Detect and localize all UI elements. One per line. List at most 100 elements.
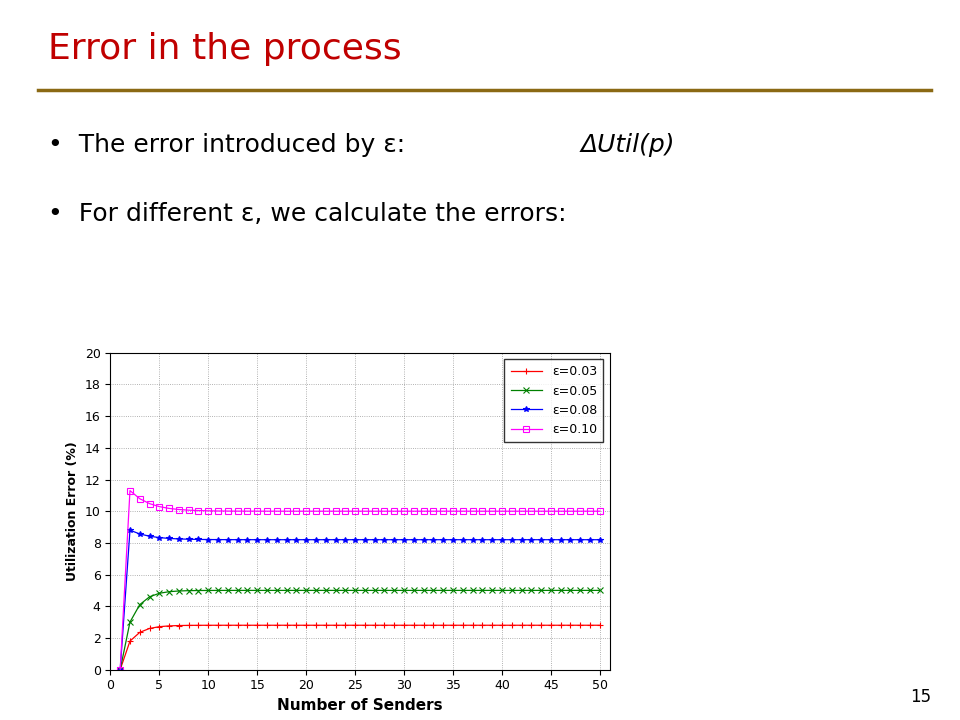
ε=0.08 bbox=[525, 536, 537, 544]
ε=0.08 bbox=[252, 536, 263, 544]
ε=0.10 bbox=[476, 507, 488, 516]
ε=0.05 bbox=[476, 586, 488, 595]
ε=0.05 bbox=[144, 593, 156, 601]
ε=0.03 bbox=[183, 621, 195, 630]
Line: ε=0.10: ε=0.10 bbox=[117, 488, 603, 672]
ε=0.03 bbox=[408, 621, 420, 629]
ε=0.03 bbox=[124, 636, 135, 645]
ε=0.03 bbox=[467, 621, 478, 629]
ε=0.08 bbox=[496, 536, 508, 544]
ε=0.10 bbox=[134, 495, 146, 503]
ε=0.03 bbox=[154, 622, 165, 631]
ε=0.03 bbox=[574, 621, 586, 629]
Text: •  The error introduced by ε:: • The error introduced by ε: bbox=[48, 133, 413, 157]
ε=0.08 bbox=[585, 536, 596, 544]
ε=0.10 bbox=[281, 507, 293, 516]
ε=0.08 bbox=[222, 536, 233, 544]
ε=0.05 bbox=[340, 586, 351, 595]
Text: Error in the process: Error in the process bbox=[48, 32, 401, 66]
ε=0.05 bbox=[183, 586, 195, 595]
ε=0.03 bbox=[232, 621, 244, 629]
ε=0.10 bbox=[555, 507, 566, 516]
ε=0.10 bbox=[438, 507, 449, 516]
ε=0.03 bbox=[457, 621, 468, 629]
ε=0.03 bbox=[134, 628, 146, 636]
ε=0.03 bbox=[163, 621, 175, 630]
ε=0.03 bbox=[320, 621, 331, 629]
ε=0.08 bbox=[427, 536, 439, 544]
ε=0.08 bbox=[574, 536, 586, 544]
ε=0.05 bbox=[261, 586, 273, 595]
ε=0.10 bbox=[173, 505, 184, 514]
ε=0.08 bbox=[359, 536, 371, 544]
ε=0.10 bbox=[242, 507, 253, 516]
ε=0.05 bbox=[320, 586, 331, 595]
ε=0.08 bbox=[154, 534, 165, 542]
ε=0.05 bbox=[438, 586, 449, 595]
ε=0.08 bbox=[124, 526, 135, 534]
ε=0.08 bbox=[310, 536, 322, 544]
ε=0.05 bbox=[330, 586, 342, 595]
ε=0.08 bbox=[144, 532, 156, 541]
ε=0.10 bbox=[252, 507, 263, 516]
ε=0.05 bbox=[398, 586, 410, 595]
ε=0.10 bbox=[203, 506, 214, 515]
ε=0.08 bbox=[555, 536, 566, 544]
ε=0.10 bbox=[222, 507, 233, 516]
ε=0.03 bbox=[340, 621, 351, 629]
ε=0.03 bbox=[525, 621, 537, 629]
ε=0.03 bbox=[564, 621, 576, 629]
ε=0.05 bbox=[516, 586, 527, 595]
ε=0.10 bbox=[310, 507, 322, 516]
ε=0.08 bbox=[281, 536, 293, 544]
ε=0.05 bbox=[447, 586, 459, 595]
ε=0.10 bbox=[545, 507, 557, 516]
ε=0.08 bbox=[183, 535, 195, 544]
ε=0.05 bbox=[114, 665, 126, 674]
ε=0.08 bbox=[369, 536, 380, 544]
ε=0.10 bbox=[212, 507, 224, 516]
ε=0.10 bbox=[525, 507, 537, 516]
ε=0.03 bbox=[349, 621, 361, 629]
ε=0.03 bbox=[310, 621, 322, 629]
ε=0.03 bbox=[281, 621, 293, 629]
ε=0.03 bbox=[427, 621, 439, 629]
ε=0.08 bbox=[300, 536, 312, 544]
ε=0.08 bbox=[173, 535, 184, 544]
ε=0.08 bbox=[193, 535, 204, 544]
ε=0.08 bbox=[320, 536, 331, 544]
Text: 15: 15 bbox=[910, 688, 931, 706]
ε=0.10 bbox=[398, 507, 410, 516]
ε=0.05 bbox=[310, 586, 322, 595]
ε=0.08 bbox=[545, 536, 557, 544]
Line: ε=0.08: ε=0.08 bbox=[117, 528, 603, 672]
ε=0.08 bbox=[447, 536, 459, 544]
ε=0.08 bbox=[476, 536, 488, 544]
ε=0.10 bbox=[389, 507, 400, 516]
ε=0.05 bbox=[378, 586, 390, 595]
Legend: ε=0.03, ε=0.05, ε=0.08, ε=0.10: ε=0.03, ε=0.05, ε=0.08, ε=0.10 bbox=[504, 359, 603, 442]
ε=0.03 bbox=[359, 621, 371, 629]
ε=0.05 bbox=[418, 586, 429, 595]
ε=0.08 bbox=[506, 536, 517, 544]
ε=0.03 bbox=[594, 621, 606, 629]
ε=0.03 bbox=[389, 621, 400, 629]
ε=0.08 bbox=[408, 536, 420, 544]
ε=0.08 bbox=[242, 536, 253, 544]
ε=0.03 bbox=[242, 621, 253, 629]
ε=0.10 bbox=[536, 507, 547, 516]
ε=0.08 bbox=[389, 536, 400, 544]
ε=0.03 bbox=[222, 621, 233, 629]
ε=0.03 bbox=[487, 621, 498, 629]
ε=0.08 bbox=[467, 536, 478, 544]
ε=0.08 bbox=[536, 536, 547, 544]
ε=0.03 bbox=[438, 621, 449, 629]
ε=0.05 bbox=[467, 586, 478, 595]
ε=0.05 bbox=[369, 586, 380, 595]
ε=0.10 bbox=[564, 507, 576, 516]
ε=0.08 bbox=[271, 536, 282, 544]
ε=0.05 bbox=[291, 586, 302, 595]
ε=0.03 bbox=[496, 621, 508, 629]
ε=0.10 bbox=[271, 507, 282, 516]
ε=0.08 bbox=[261, 536, 273, 544]
